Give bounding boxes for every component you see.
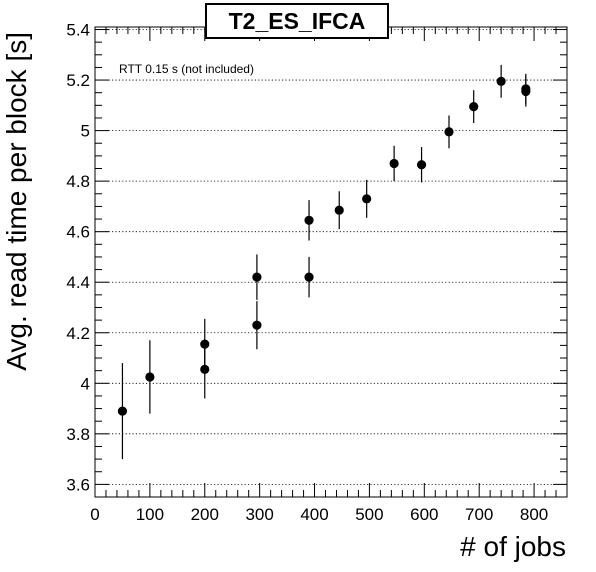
- x-tick-label: 200: [191, 505, 219, 524]
- data-point: [304, 215, 314, 225]
- data-point: [444, 127, 454, 137]
- y-tick-label: 5: [81, 122, 90, 141]
- y-tick-label: 5.2: [66, 71, 90, 90]
- title-frame: [205, 3, 389, 39]
- data-point: [362, 194, 372, 204]
- rtt-annotation: RTT 0.15 s (not included): [119, 62, 254, 76]
- x-tick-label: 600: [410, 505, 438, 524]
- x-axis-label: # of jobs: [460, 531, 566, 562]
- y-tick-label: 4.2: [66, 324, 90, 343]
- data-point: [389, 158, 399, 169]
- data-point: [304, 272, 314, 282]
- y-tick-label: 4: [81, 374, 90, 393]
- data-point: [145, 372, 155, 382]
- x-tick-label: 400: [300, 505, 328, 524]
- x-tick-label: 500: [355, 505, 383, 524]
- x-tick-label: 800: [520, 505, 548, 524]
- chart-title-box: T2_ES_IFCA: [205, 3, 389, 39]
- x-tick-label: 0: [90, 505, 99, 524]
- data-point: [496, 76, 506, 86]
- y-tick-label: 5.4: [66, 21, 90, 40]
- chart-title: T2_ES_IFCA: [229, 8, 366, 34]
- y-tick-label: 3.6: [66, 475, 90, 494]
- data-point: [469, 101, 479, 112]
- x-tick-label: 700: [465, 505, 493, 524]
- data-point: [416, 160, 427, 170]
- x-tick-label: 100: [136, 505, 164, 524]
- tick-labels: 3.6 3.8 4 4.2 4.4 4.6 4.8 5 5.2 5.4 0 100 200 300 400 5…: [66, 21, 548, 524]
- data-points: [117, 64, 531, 460]
- grid-lines: [95, 29, 567, 485]
- data-point: [334, 205, 344, 215]
- y-axis-label: Avg. read time per block [s]: [1, 32, 32, 371]
- data-point: [252, 272, 262, 282]
- y-tick-label: 4.8: [66, 172, 90, 191]
- y-tick-label: 4.4: [66, 273, 90, 292]
- data-point: [521, 86, 531, 97]
- data-point: [117, 406, 128, 416]
- y-tick-label: 4.6: [66, 223, 90, 242]
- data-point: [252, 320, 262, 330]
- x-tick-label: 300: [245, 505, 273, 524]
- y-tick-label: 3.8: [66, 425, 90, 444]
- data-point: [200, 364, 210, 374]
